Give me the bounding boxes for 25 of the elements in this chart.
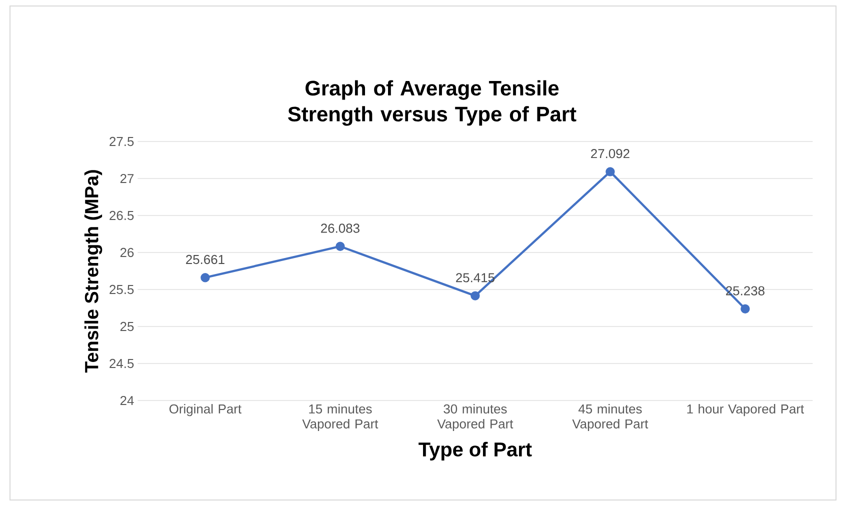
- y-tick-label: 25: [120, 322, 134, 332]
- x-tick-label: 30 minutes Vapored Part: [437, 404, 514, 432]
- x-tick-label: 1 hour Vapored Part: [687, 404, 804, 416]
- y-tick-label: 27.5: [110, 136, 134, 146]
- y-tick-label: 24: [120, 396, 134, 406]
- y-tick-label: 27: [120, 174, 134, 184]
- y-axis-title: Tensile Strength (MPa): [84, 170, 102, 373]
- data-label: 25.661: [186, 254, 224, 264]
- point: [606, 167, 615, 176]
- point: [740, 304, 750, 314]
- point: [200, 272, 210, 282]
- point: [336, 242, 345, 251]
- x-tick-label: Original Part: [169, 404, 242, 416]
- y-tick-label: 26.5: [110, 210, 134, 220]
- chart-title: Graph of Average Tensile Strength versus Type of Part: [288, 80, 576, 126]
- data-label: 25.415: [456, 273, 494, 282]
- y-tick-label: 26: [120, 248, 134, 258]
- data-label: 27.092: [591, 149, 630, 158]
- y-tick-label: 25.5: [110, 284, 134, 294]
- x-tick-label: 45 minutes Vapored Part: [572, 404, 648, 432]
- y-tick-label: 24.5: [110, 358, 134, 368]
- x-axis-title: Type of Part: [418, 442, 532, 460]
- point: [470, 291, 480, 300]
- x-tick-label: 15 minutes Vapored Part: [302, 404, 378, 432]
- data-label: 26.083: [321, 224, 360, 233]
